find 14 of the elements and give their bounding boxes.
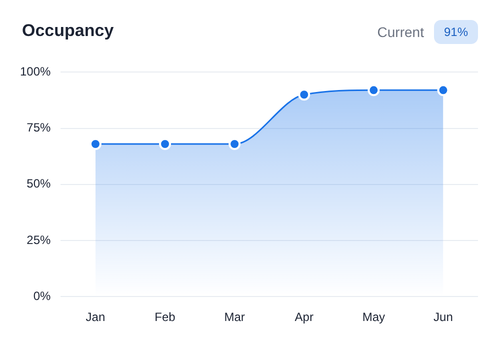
y-tick-label: 75%	[26, 120, 52, 135]
x-tick-label: Apr	[294, 310, 314, 324]
y-tick-label: 25%	[26, 232, 52, 247]
y-tick-label: 100%	[20, 64, 52, 79]
x-tick-label: Mar	[224, 310, 245, 324]
x-tick-label: Jun	[434, 310, 453, 324]
y-tick-label: 0%	[33, 288, 52, 303]
x-tick-label: Jan	[86, 310, 106, 324]
y-tick-label: 50%	[26, 176, 52, 191]
x-tick-label: Feb	[154, 310, 176, 324]
text: 91%	[434, 20, 478, 44]
x-tick-label: May	[362, 310, 386, 324]
chart-title: Occupancy	[22, 21, 114, 41]
text: Current	[377, 24, 424, 40]
